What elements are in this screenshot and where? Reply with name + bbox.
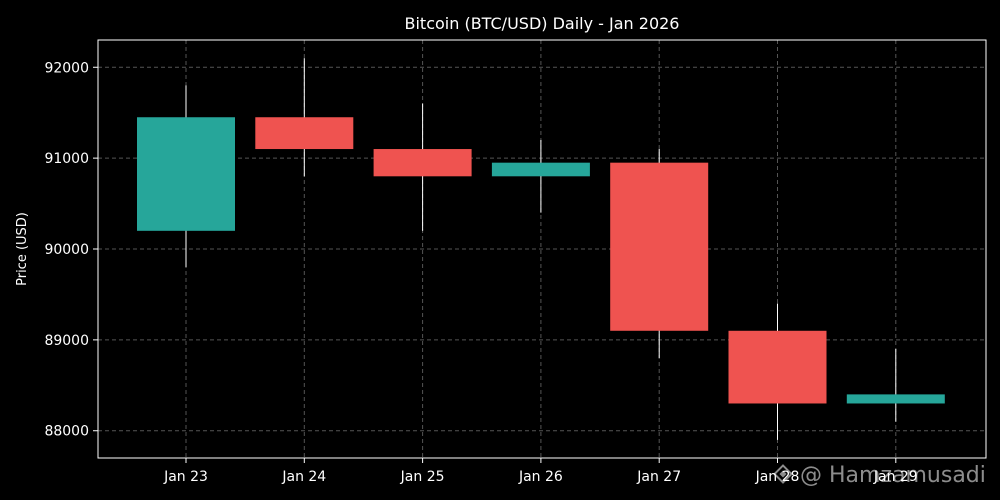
x-tick-label: Jan 26 [518,469,563,485]
y-tick-label: 89000 [44,333,89,349]
candle-body-up [137,117,235,231]
watermark: @ Hamzamusadi [773,463,986,488]
x-tick-label: Jan 23 [163,469,208,485]
chart-title: Bitcoin (BTC/USD) Daily - Jan 2026 [405,14,680,33]
y-ticks-layer: 88000 89000 90000 91000 92000 [44,60,98,440]
candle-body-down [255,117,354,150]
x-tick-label: Jan 27 [636,469,681,485]
x-tick-label: Jan 25 [400,469,445,485]
binance-diamond-icon [773,464,793,484]
candle [373,103,472,231]
candle [846,348,945,422]
x-ticks-layer: Jan 23 Jan 24 Jan 25 Jan 26 Jan 27 Jan 28 Jan … [163,458,918,485]
candle [255,58,354,177]
candle-body-down [373,149,472,177]
y-tick-label: 91000 [44,151,89,167]
y-tick-label: 90000 [44,242,89,258]
candle-body-down [728,330,827,404]
candle-body-up [846,394,945,404]
y-axis-label: Price (USD) [15,212,30,286]
watermark-text: @ Hamzamusadi [800,463,986,488]
x-tick-label: Jan 29 [873,469,918,485]
candles-layer [137,58,945,440]
candle [491,139,590,213]
candle-body-down [610,162,709,331]
candle-body-up [491,162,590,177]
y-tick-label: 92000 [44,60,89,76]
x-tick-label: Jan 24 [281,469,326,485]
y-tick-label: 88000 [44,424,89,440]
grid-layer [98,40,986,458]
candle [610,149,709,359]
candle [137,85,235,268]
candle [728,303,827,440]
